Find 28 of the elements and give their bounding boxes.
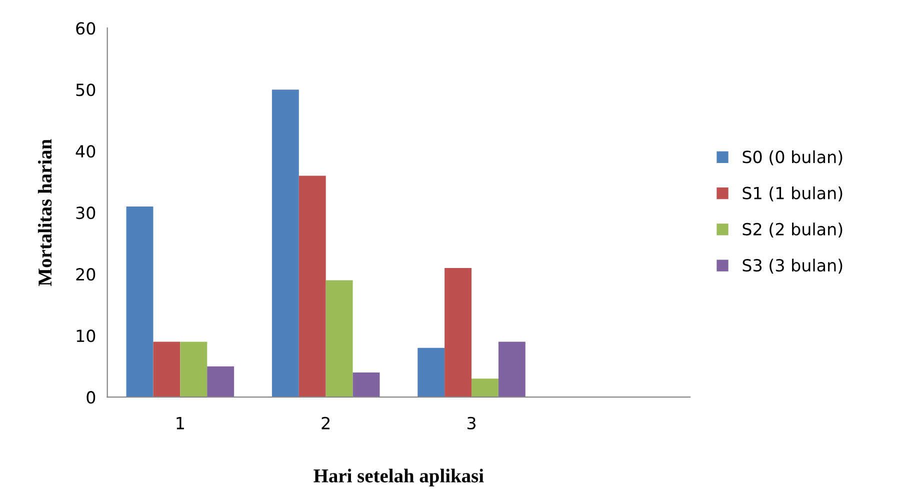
- bar: [326, 280, 353, 398]
- legend-label: S1 (1 bulan): [742, 186, 842, 202]
- bar: [126, 206, 154, 398]
- legend-label: S2 (2 bulan): [742, 222, 842, 238]
- bar: [498, 342, 526, 398]
- y-tick-label: 50: [76, 84, 96, 96]
- x-tick-label: 3: [467, 416, 476, 430]
- bar: [352, 372, 380, 398]
- bar: [207, 366, 234, 398]
- bar: [418, 348, 445, 398]
- bar: [153, 342, 180, 398]
- y-axis-title: Mortalitas harian: [38, 139, 52, 286]
- bar: [180, 342, 208, 398]
- x-tick-label: 2: [322, 416, 330, 430]
- bar: [298, 176, 326, 398]
- y-tick-label: 40: [76, 145, 96, 158]
- y-tick-label: 0: [86, 391, 96, 404]
- legend-label: S0 (0 bulan): [742, 150, 842, 166]
- bar: [472, 378, 498, 398]
- bar: [444, 268, 472, 398]
- y-tick-label: 60: [76, 22, 96, 35]
- bar: [272, 90, 299, 398]
- y-tick-label: 20: [76, 268, 96, 281]
- legend-label: S3 (3 bulan): [742, 258, 842, 274]
- y-tick-label: 30: [76, 206, 96, 220]
- x-axis-title: Hari setelah aplikasi: [314, 468, 484, 486]
- y-tick-label: 10: [76, 330, 96, 342]
- x-tick-label: 1: [176, 417, 184, 430]
